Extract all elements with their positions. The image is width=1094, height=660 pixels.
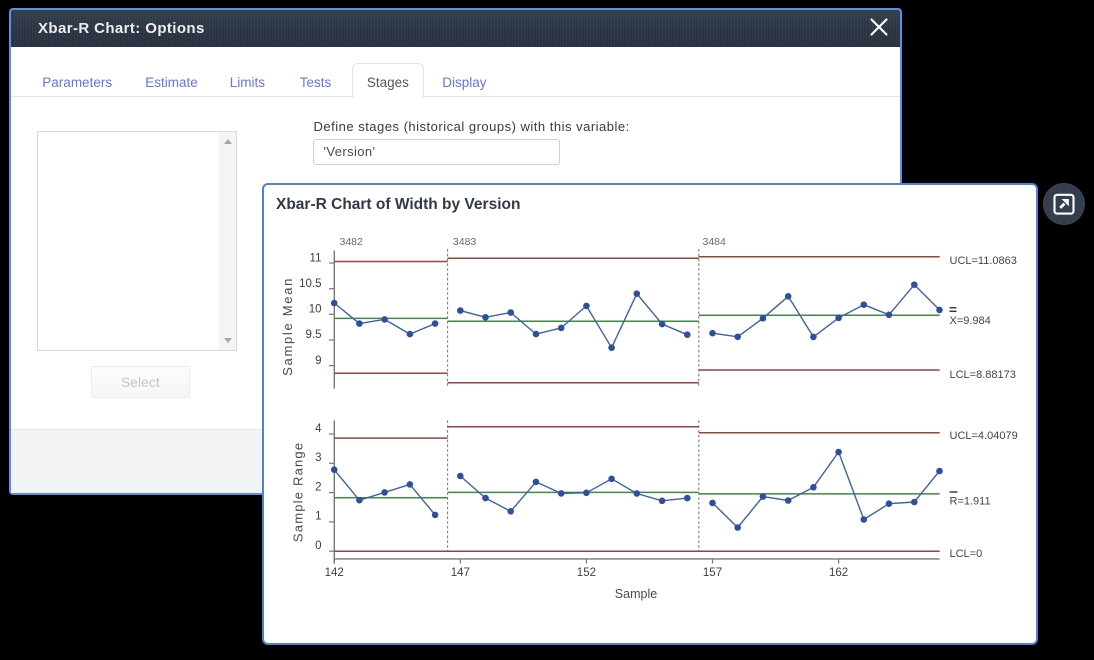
svg-text:9.5: 9.5 (306, 329, 322, 341)
svg-text:3483: 3483 (453, 236, 477, 248)
svg-text:157: 157 (703, 567, 722, 579)
svg-text:2: 2 (315, 481, 321, 493)
svg-text:3482: 3482 (340, 236, 364, 248)
svg-text:10: 10 (309, 304, 322, 316)
svg-text:LCL=8.88173: LCL=8.88173 (950, 369, 1016, 381)
svg-text:147: 147 (451, 567, 470, 579)
svg-text:3484: 3484 (703, 236, 727, 248)
svg-text:9: 9 (315, 355, 321, 367)
svg-text:LCL=0: LCL=0 (950, 548, 983, 560)
svg-text:1: 1 (315, 511, 321, 523)
svg-text:UCL=11.0863: UCL=11.0863 (950, 255, 1017, 267)
svg-text:Sample Mean: Sample Mean (280, 277, 295, 376)
svg-text:R=1.911: R=1.911 (950, 496, 991, 508)
svg-text:4: 4 (315, 423, 322, 435)
svg-text:0: 0 (315, 540, 321, 552)
svg-text:142: 142 (325, 567, 344, 579)
svg-text:Sample: Sample (615, 587, 657, 601)
svg-text:UCL=4.04079: UCL=4.04079 (950, 430, 1018, 442)
svg-text:152: 152 (577, 567, 596, 579)
svg-text:162: 162 (829, 567, 848, 579)
svg-text:10.5: 10.5 (299, 278, 321, 290)
svg-text:11: 11 (310, 252, 322, 264)
svg-text:X=9.984: X=9.984 (950, 315, 991, 327)
svg-text:Sample Range: Sample Range (291, 442, 306, 542)
svg-text:3: 3 (315, 452, 321, 464)
